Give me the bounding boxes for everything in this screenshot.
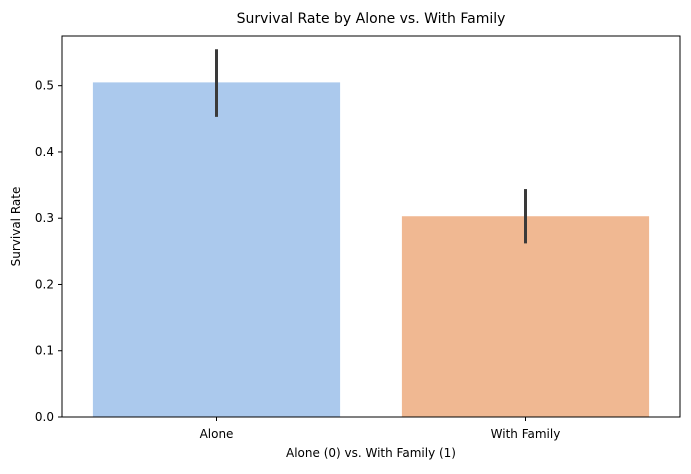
y-tick-label-0: 0.0: [35, 410, 54, 424]
y-tick-label-3: 0.3: [35, 211, 54, 225]
bar-0: [92, 82, 341, 418]
y-tick-label-1: 0.1: [35, 344, 54, 358]
x-axis-label: Alone (0) vs. With Family (1): [286, 446, 456, 460]
x-tick-label-0: Alone: [200, 427, 234, 441]
y-axis-label: Survival Rate: [9, 187, 23, 267]
x-tick-label-1: With Family: [491, 427, 561, 441]
bar-1: [401, 216, 650, 417]
bars-layer: [92, 82, 650, 418]
y-axis-ticks: 0.0 0.1 0.2 0.3 0.4 0.5: [35, 79, 62, 424]
y-tick-label-5: 0.5: [35, 79, 54, 93]
plot-frame: [61, 35, 681, 418]
x-axis-ticks: Alone With Family: [200, 417, 561, 441]
y-tick-label-2: 0.2: [35, 277, 54, 291]
chart-title: Survival Rate by Alone vs. With Family: [237, 11, 506, 27]
error-bars-layer: [215, 49, 527, 244]
y-tick-label-4: 0.4: [35, 145, 54, 159]
